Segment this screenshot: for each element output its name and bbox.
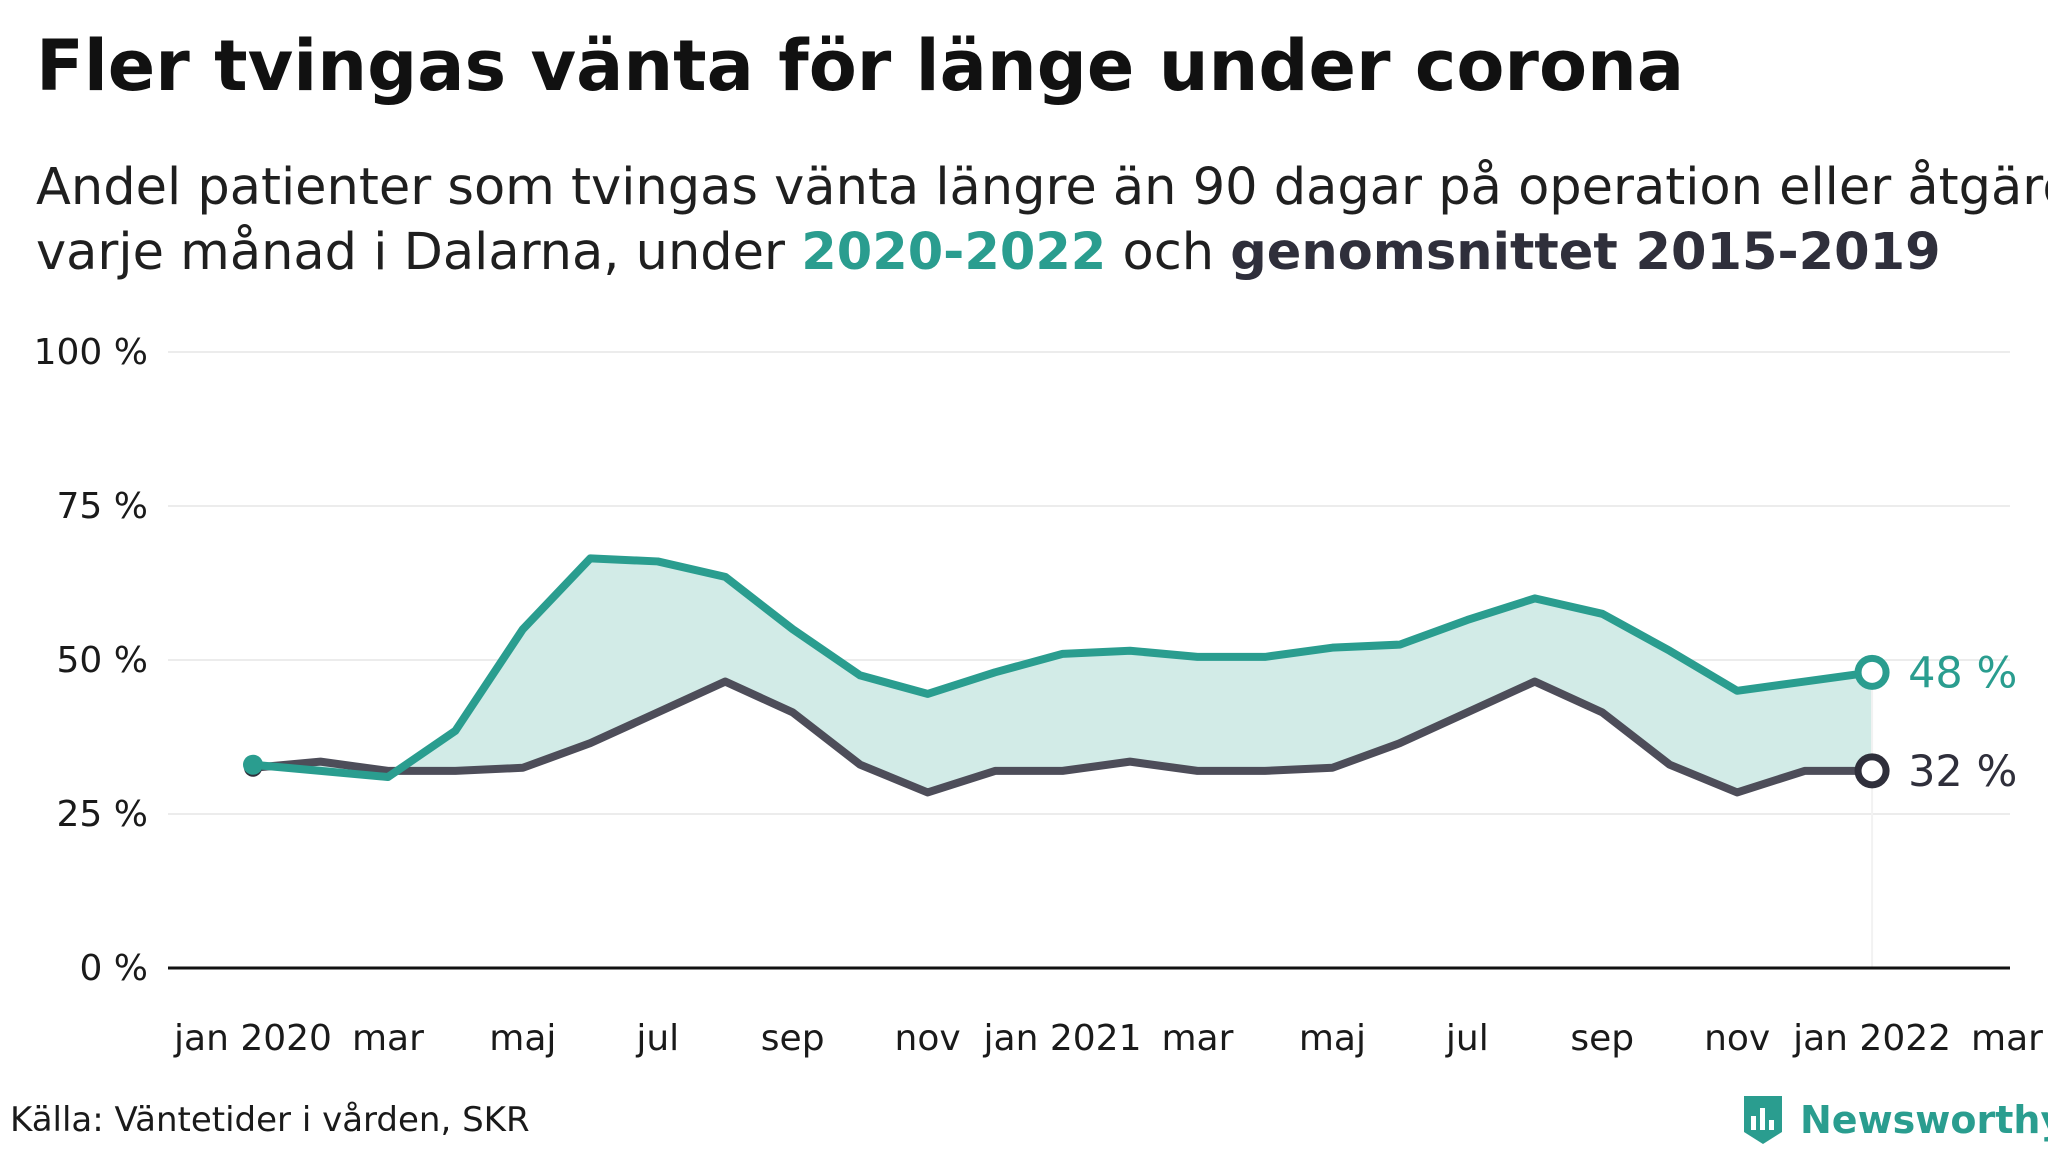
x-tick-label: mar [1971,1018,2043,1059]
x-tick-label: jul [1445,1018,1489,1059]
x-tick-label: jan 2020 [173,1018,332,1059]
chart-subtitle: Andel patienter som tvingas vänta längre… [36,155,2048,285]
source-note: Källa: Väntetider i vården, SKR [10,1100,530,1140]
series-line-current [249,554,1877,782]
x-tick-label: nov [895,1018,961,1059]
legend-current-period: 2020-2022 [801,223,1107,282]
legend-average-period: genomsnittet 2015-2019 [1230,223,1941,282]
subtitle-line-2: varje månad i Dalarna, under 2020-2022 o… [36,220,2036,285]
x-tick-label: jan 2021 [983,1018,1142,1059]
x-tick-label: sep [1570,1018,1634,1059]
x-tick-label: jul [635,1018,679,1059]
difference-band [253,558,1873,793]
start-point-current [243,754,263,775]
x-tick-label: sep [761,1018,825,1059]
x-tick-label: nov [1704,1018,1770,1059]
x-tick-label: mar [1161,1018,1233,1059]
end-point-average [1854,753,1890,789]
end-label-current: 48 % [1908,648,2017,698]
y-tick-label: 50 % [57,640,148,681]
x-tick-label: maj [1299,1018,1366,1059]
y-tick-label: 0 % [79,948,148,989]
x-tick-label: jan 2022 [1792,1018,1951,1059]
y-tick-label: 100 % [34,332,148,373]
subtitle-line-1: Andel patienter som tvingas vänta längre… [36,158,2048,217]
newsworthy-logo: Newsworthy [1740,1092,2048,1148]
series-line-average [249,677,1877,797]
line-chart: 0 % 25 % 50 % 75 % 100 % 48 % 32 % jan 2020 mar m… [34,332,2044,1059]
x-tick-label: mar [352,1018,424,1059]
y-tick-label: 75 % [57,486,148,527]
chart-title: Fler tvingas vänta för länge under coron… [36,25,1685,107]
end-label-average: 32 % [1908,747,2017,797]
subtitle-prefix: varje månad i Dalarna, under [36,223,802,282]
subtitle-middle: och [1106,223,1231,282]
brand-name: Newsworthy [1800,1098,2048,1142]
x-tick-label: maj [489,1018,556,1059]
y-tick-label: 25 % [57,794,148,835]
bar-chart-icon [1744,1096,1782,1144]
end-point-current [1854,654,1890,690]
